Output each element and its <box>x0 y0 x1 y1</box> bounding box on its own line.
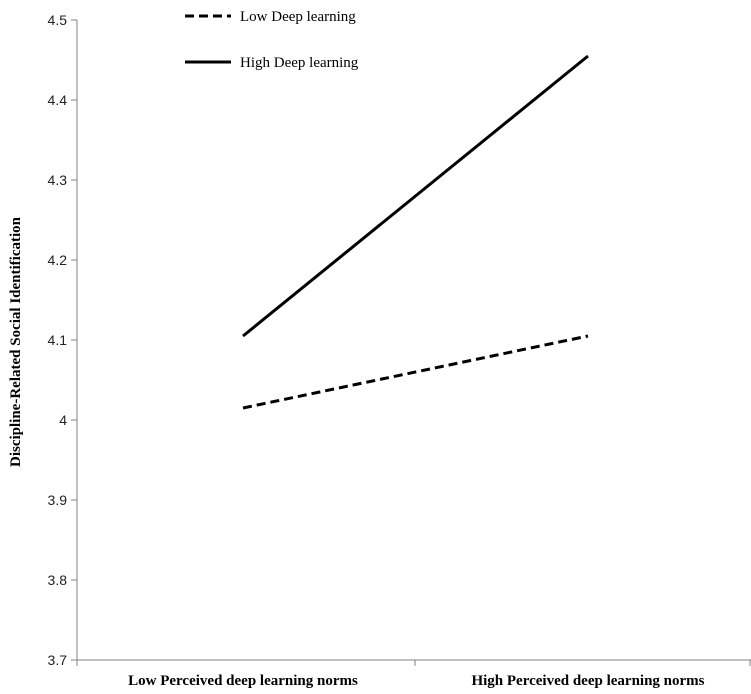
x-category-label: Low Perceived deep learning norms <box>128 673 358 689</box>
x-category-label: High Perceived deep learning norms <box>471 673 704 689</box>
legend-item-low-deep-learning: Low Deep learning <box>185 9 356 25</box>
y-tick-label: 4.1 <box>48 332 68 348</box>
series <box>242 54 589 410</box>
legend: Low Deep learning High Deep learning <box>185 9 359 71</box>
legend-label-high-deep-learning: High Deep learning <box>240 55 359 71</box>
y-tick-label: 3.8 <box>48 572 68 588</box>
series-line-high-deep-learning <box>242 54 589 338</box>
y-ticks: 3.7 3.8 3.9 4 4.1 4.2 4.3 4.4 4.5 <box>48 12 77 668</box>
y-tick-label: 4.4 <box>48 92 68 108</box>
series-line-low-deep-learning <box>242 334 589 410</box>
y-tick-label: 4.3 <box>48 172 68 188</box>
y-axis-title: Discipline-Related Social Identification <box>8 216 24 467</box>
axes <box>76 20 751 661</box>
legend-label-low-deep-learning: Low Deep learning <box>240 9 356 25</box>
y-tick-label: 3.9 <box>48 492 68 508</box>
y-tick-label: 4 <box>59 412 67 428</box>
y-tick-label: 3.7 <box>48 652 68 668</box>
y-tick-label: 4.2 <box>48 252 68 268</box>
y-tick-label: 4.5 <box>48 12 68 28</box>
x-ticks: Low Perceived deep learning norms High Pe… <box>76 660 751 689</box>
legend-item-high-deep-learning: High Deep learning <box>185 55 359 71</box>
